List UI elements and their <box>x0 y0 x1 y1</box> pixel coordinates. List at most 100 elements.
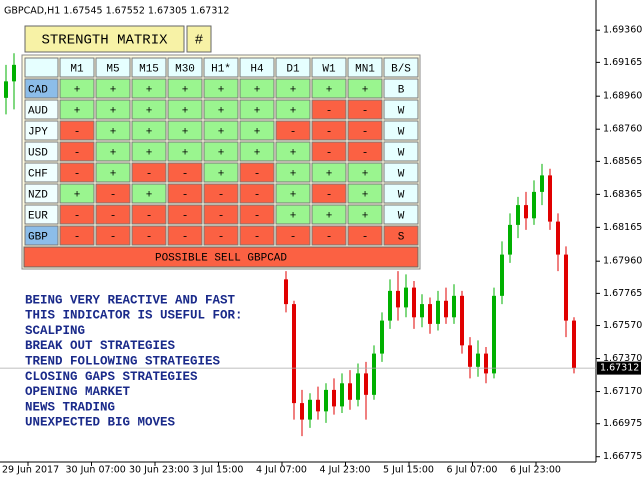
candle-body <box>404 287 408 308</box>
strength-value: - <box>362 231 369 243</box>
column-header-cell <box>131 57 167 78</box>
strength-value: + <box>290 189 297 201</box>
strength-cell <box>203 204 239 225</box>
column-header-cell <box>59 57 95 78</box>
column-header-cell <box>383 57 419 78</box>
strength-value: + <box>362 189 369 201</box>
strength-cell <box>239 141 275 162</box>
strength-value: + <box>146 189 153 201</box>
column-header: W1 <box>322 63 336 75</box>
signal-value: W <box>398 210 405 222</box>
notes: BEING VERY REACTIVE AND FAST THIS INDICAT… <box>25 293 243 429</box>
strength-value: - <box>74 231 81 243</box>
strength-value: - <box>74 210 81 222</box>
signal-cell <box>383 99 419 120</box>
y-tick-label: 1.66775 <box>603 451 642 462</box>
signal-value: B <box>398 84 405 96</box>
menu-button[interactable] <box>186 25 212 53</box>
strength-value: + <box>254 147 261 159</box>
column-header: B/S <box>391 63 411 75</box>
strength-cell <box>239 204 275 225</box>
strength-value: + <box>326 168 333 180</box>
strength-cell <box>239 162 275 183</box>
x-tick-label: 4 Jul 23:00 <box>320 465 371 476</box>
candle-body <box>316 399 320 412</box>
currency-cell <box>24 99 59 120</box>
strength-value: - <box>254 231 261 243</box>
menu-button-label[interactable]: # <box>195 33 203 49</box>
strength-cell <box>347 225 383 246</box>
candle-body <box>564 254 568 321</box>
x-tick-label: 30 Jun 07:00 <box>66 465 126 476</box>
strength-value: + <box>110 84 117 96</box>
strength-value: - <box>362 147 369 159</box>
y-tick-label: 1.67765 <box>603 288 642 299</box>
strength-cell <box>59 225 95 246</box>
strength-cell <box>311 99 347 120</box>
strength-cell <box>59 120 95 141</box>
column-header-cell <box>203 57 239 78</box>
strength-cell <box>311 183 347 204</box>
strength-value: - <box>254 189 261 201</box>
strength-cell <box>203 78 239 99</box>
strength-cell <box>59 183 95 204</box>
candle-body <box>364 373 368 395</box>
strength-value: - <box>182 168 189 180</box>
currency-label: CHF <box>28 168 48 180</box>
strength-value: - <box>362 105 369 117</box>
strength-cell <box>95 162 131 183</box>
strength-value: - <box>110 231 117 243</box>
strength-cell <box>95 225 131 246</box>
note-line: TREND FOLLOWING STRATEGIES <box>25 354 221 368</box>
strength-cell <box>239 99 275 120</box>
strength-value: - <box>326 105 333 117</box>
x-tick-label: 30 Jun 23:00 <box>129 465 189 476</box>
strength-value: - <box>254 168 261 180</box>
strength-cell <box>347 78 383 99</box>
strength-value: - <box>326 147 333 159</box>
strength-cell <box>59 78 95 99</box>
column-header: M1 <box>70 63 84 75</box>
currency-label: GBP <box>28 231 48 243</box>
candle-body <box>460 295 464 346</box>
strength-value: + <box>362 210 369 222</box>
strength-value: - <box>218 231 225 243</box>
note-line: OPENING MARKET <box>25 385 131 399</box>
strength-cell <box>59 99 95 120</box>
strength-cell <box>239 78 275 99</box>
candle-body <box>524 205 528 219</box>
strength-cell <box>203 141 239 162</box>
column-header: H1* <box>211 63 231 75</box>
strength-cell <box>59 162 95 183</box>
strength-cell <box>311 141 347 162</box>
candle-body <box>284 279 288 305</box>
strength-value: + <box>182 105 189 117</box>
currency-cell <box>24 183 59 204</box>
strength-value: + <box>146 105 153 117</box>
y-tick-label: 1.69360 <box>603 25 642 36</box>
currency-cell <box>24 120 59 141</box>
strength-value: + <box>74 84 81 96</box>
strength-cell <box>275 141 311 162</box>
column-header: M30 <box>175 63 195 75</box>
candle-body <box>4 81 8 98</box>
candle-body <box>476 353 480 367</box>
y-tick-label: 1.68960 <box>603 91 642 102</box>
strength-value: - <box>146 210 153 222</box>
strength-cell <box>167 225 203 246</box>
strength-value: - <box>74 126 81 138</box>
strength-cell <box>95 120 131 141</box>
strength-cell <box>347 120 383 141</box>
strength-value: - <box>326 126 333 138</box>
note-line: SCALPING <box>25 324 85 338</box>
candle-body <box>396 290 400 308</box>
strength-value: + <box>110 168 117 180</box>
strength-cell <box>95 141 131 162</box>
strength-cell <box>275 162 311 183</box>
column-header-cell <box>275 57 311 78</box>
strength-cell <box>95 183 131 204</box>
strength-cell <box>239 225 275 246</box>
strength-value: + <box>218 105 225 117</box>
y-tick-label: 1.68165 <box>603 222 642 233</box>
